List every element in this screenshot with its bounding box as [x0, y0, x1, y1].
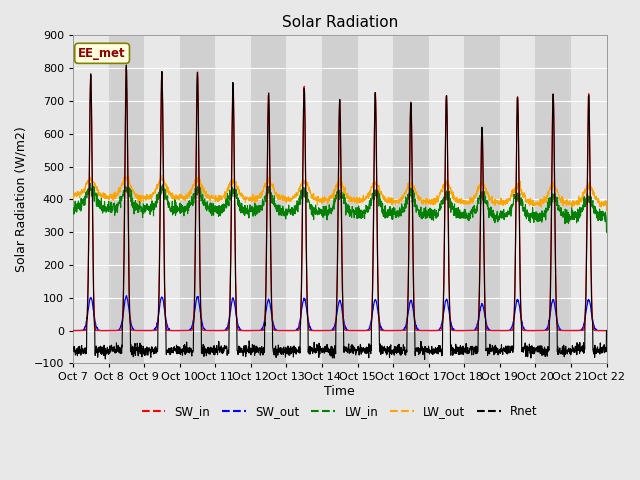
Bar: [251, 36, 286, 363]
Title: Solar Radiation: Solar Radiation: [282, 15, 398, 30]
Bar: [322, 36, 358, 363]
Bar: [393, 36, 429, 363]
Y-axis label: Solar Radiation (W/m2): Solar Radiation (W/m2): [15, 127, 28, 272]
Bar: [180, 36, 215, 363]
X-axis label: Time: Time: [324, 385, 355, 398]
Legend: SW_in, SW_out, LW_in, LW_out, Rnet: SW_in, SW_out, LW_in, LW_out, Rnet: [137, 401, 543, 423]
Text: EE_met: EE_met: [78, 47, 126, 60]
Bar: [536, 36, 571, 363]
Bar: [109, 36, 144, 363]
Bar: [464, 36, 500, 363]
